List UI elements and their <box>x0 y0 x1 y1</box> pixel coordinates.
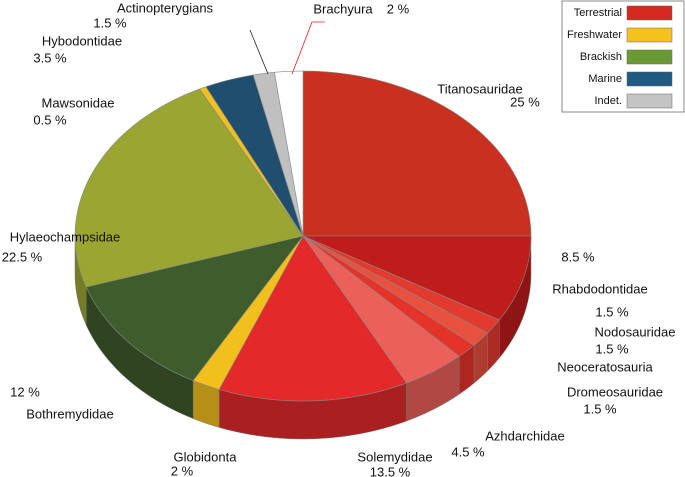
pie-slice <box>218 235 407 402</box>
pie-slice <box>74 88 304 288</box>
legend-swatch <box>626 5 673 21</box>
legend-swatch <box>626 71 673 87</box>
slice-name: Nodosauridae <box>595 324 676 339</box>
legend-label: Freshwater <box>567 29 622 41</box>
pie-slice <box>205 74 304 237</box>
pie-slice <box>302 70 532 237</box>
legend-swatch <box>626 49 673 65</box>
value-label: 22.5 % <box>2 249 43 264</box>
slice-name: Brachyura <box>313 1 373 16</box>
legend-label: Indet. <box>594 95 622 107</box>
pie-slice <box>85 235 304 381</box>
slice-name: Neoceratosauria <box>557 359 653 374</box>
value-label: 13.5 % <box>370 464 411 477</box>
pie-slice <box>302 235 460 384</box>
value-label: 3.5 % <box>33 50 67 65</box>
value-label: 12 % <box>10 384 40 399</box>
slice-name: Mawsonidae <box>42 95 115 110</box>
slice-name: Hybodontidae <box>42 33 122 48</box>
value-label: 4.5 % <box>451 444 485 459</box>
value-label: 1.5 % <box>595 341 629 356</box>
pie-slice <box>192 235 304 390</box>
slice-name: Azhdarchidae <box>485 428 565 443</box>
legend-label: Marine <box>588 73 622 85</box>
pie-slice <box>274 70 304 237</box>
legend-swatch <box>626 93 673 109</box>
pie-tops <box>74 70 532 402</box>
slice-name: Rhabdodontidae <box>552 281 647 296</box>
value-label: 8.5 % <box>561 249 595 264</box>
slice-name: Hylaeochampsidae <box>10 229 121 244</box>
leader-line <box>249 29 269 75</box>
value-label: 2 % <box>387 1 410 16</box>
slice-name: Titanosauridae <box>437 81 523 96</box>
value-label: 25 % <box>510 94 540 109</box>
pie-slice <box>302 235 532 321</box>
value-label: 0.5 % <box>33 112 67 127</box>
legend-swatch <box>626 27 673 43</box>
legend-label: Terrestrial <box>574 7 622 19</box>
slice-name: Actinopterygians <box>117 0 214 15</box>
slice-name: Bothremydidae <box>26 406 113 421</box>
value-label: 2 % <box>171 463 194 477</box>
legend-label: Brackish <box>580 51 622 63</box>
value-label: 1.5 % <box>93 15 127 30</box>
value-label: 1.5 % <box>583 401 617 416</box>
slice-name: Dromeosauridae <box>567 384 663 399</box>
slice-name: Globidonta <box>174 449 238 464</box>
value-label: 1.5 % <box>595 304 629 319</box>
slice-name: Solemydidae <box>357 449 432 464</box>
leader-line <box>291 21 325 75</box>
